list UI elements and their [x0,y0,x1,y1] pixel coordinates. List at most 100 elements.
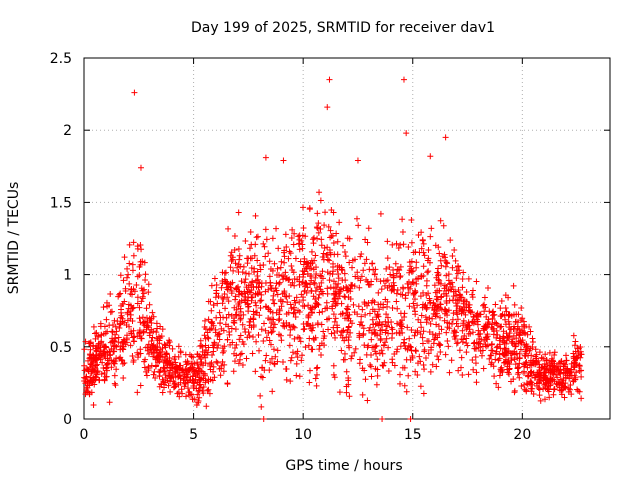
data-point [542,351,549,358]
data-point [453,320,460,327]
data-point [335,295,342,302]
data-point [182,351,189,358]
data-point [297,338,304,345]
data-point [338,266,345,273]
data-point [481,301,488,308]
data-point [408,326,415,333]
data-point [347,295,354,302]
data-point [230,267,237,274]
data-point [326,257,333,264]
data-point [89,351,96,358]
data-point [215,293,222,300]
data-point [124,332,131,339]
y-axis-label: SRMTID / TECUs [6,182,22,295]
data-point [518,383,525,390]
data-point [139,314,146,321]
data-point [156,369,163,376]
data-point [216,309,223,316]
data-point [261,243,268,250]
data-point [134,294,141,301]
data-point [201,352,208,359]
data-point [103,316,110,323]
data-point [325,326,332,333]
data-point [137,241,144,248]
data-point [197,354,204,361]
data-point [516,374,523,381]
data-point [407,343,414,350]
data-point [217,320,224,327]
data-point [320,335,327,342]
data-point [486,355,493,362]
data-point [417,383,424,390]
data-point [276,331,283,338]
data-point [524,343,531,350]
data-point [438,326,445,333]
data-point [379,416,386,422]
data-point [395,266,402,273]
data-point [320,328,327,335]
data-point [242,276,249,283]
data-point [293,294,300,301]
data-point [492,301,499,308]
data-point [474,321,481,328]
data-point [302,344,309,351]
data-point [239,269,246,276]
data-point [302,279,309,286]
data-point [462,311,469,318]
data-point [269,235,276,242]
data-point [488,352,495,359]
data-point [367,324,374,331]
data-point [242,238,249,245]
data-point [233,352,240,359]
data-point [116,324,123,331]
data-point [363,351,370,358]
data-point [225,323,232,330]
data-point [553,363,560,370]
data-point [466,326,473,333]
data-point [377,210,384,217]
data-point [398,321,405,328]
data-point [483,313,490,320]
data-point [252,309,259,316]
data-point [316,291,323,298]
data-point [256,312,263,319]
data-point [243,355,250,362]
data-point [247,318,254,325]
data-point [104,355,111,362]
data-point [368,329,375,336]
data-point [423,277,430,284]
data-point [286,248,293,255]
data-point [340,356,347,363]
data-point [404,280,411,287]
data-point [447,237,454,244]
data-point [414,302,421,309]
data-point [327,270,334,277]
data-point [238,278,245,285]
data-point [136,315,143,322]
data-point [514,354,521,361]
data-point [442,351,449,358]
data-point [460,298,467,305]
data-point [117,290,124,297]
data-point [563,365,570,372]
data-point [498,323,505,330]
data-point [334,284,341,291]
data-point [551,351,558,358]
data-point [184,358,191,365]
data-point [460,320,467,327]
y-tick-label: 0.5 [50,340,72,356]
data-point [431,302,438,309]
data-point [402,295,409,302]
data-point [219,300,226,307]
data-point [163,351,170,358]
data-point [389,286,396,293]
data-point [427,368,434,375]
data-point [228,312,235,319]
data-point [103,364,110,371]
data-point [563,357,570,364]
data-point [267,285,274,292]
data-point [502,304,509,311]
data-point [393,240,400,247]
data-point [415,316,422,323]
data-point [393,298,400,305]
